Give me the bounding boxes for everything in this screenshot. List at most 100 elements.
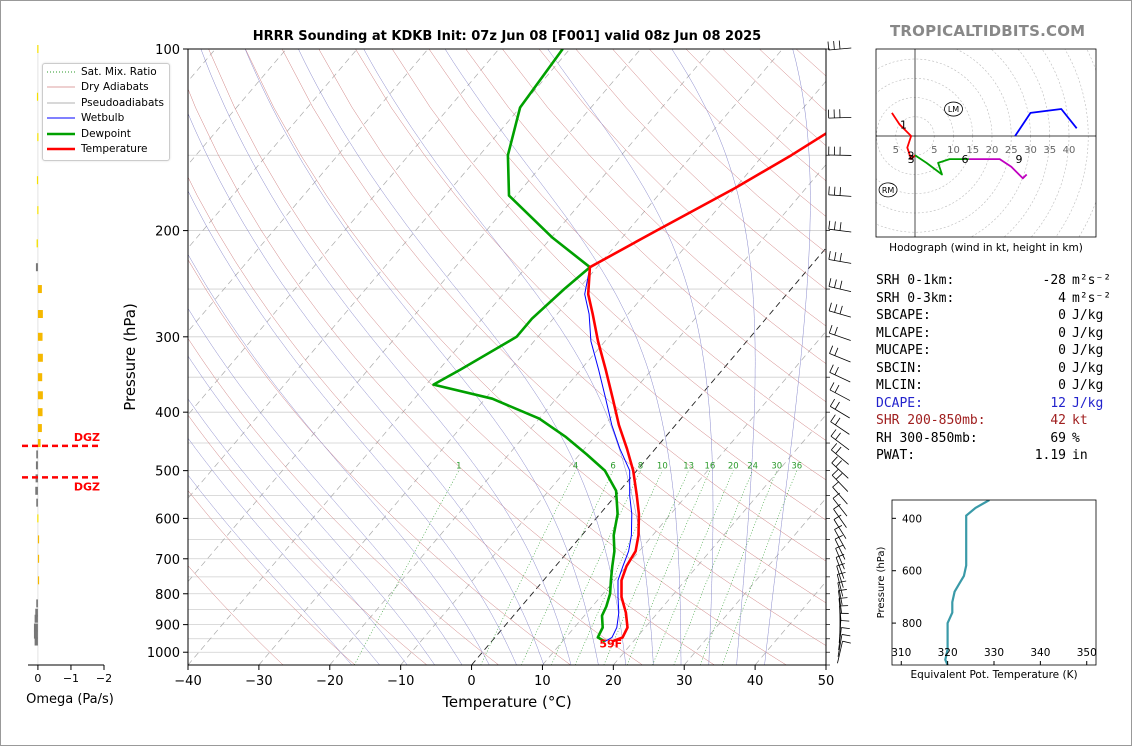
index-label: MLCIN:	[876, 378, 923, 393]
x-axis-label: Temperature (°C)	[441, 693, 571, 711]
wind-barb	[829, 398, 850, 419]
site-credit: TROPICALTIDBITS.COM	[890, 22, 1086, 40]
wind-barb	[828, 324, 851, 341]
barb-flag	[828, 278, 832, 287]
dry-adiabat	[245, 49, 826, 646]
barb-staff	[830, 435, 850, 451]
dry-adiabat	[188, 490, 356, 665]
surface-temp-label: 59F	[599, 638, 622, 651]
index-value: -28	[1042, 273, 1066, 288]
hodo-title: Hodograph (wind in kt, height in km)	[889, 242, 1083, 254]
mixing-ratio-line	[354, 470, 460, 665]
x-tick-label: −20	[316, 674, 343, 689]
wind-barb	[838, 589, 847, 614]
dry-adiabat	[208, 49, 787, 665]
index-unit: J/kg	[1072, 308, 1104, 323]
omega-bar	[36, 239, 38, 248]
omega-bar	[36, 450, 38, 459]
wind-barb	[837, 640, 851, 664]
barb-flag	[834, 366, 839, 375]
omega-bar	[37, 576, 40, 585]
barb-flag	[833, 221, 836, 230]
barb-flag	[833, 41, 835, 50]
omega-bar	[35, 461, 38, 470]
moist-adiabat	[188, 190, 517, 665]
wind-barb	[828, 251, 852, 264]
theta-e-x-label: Equivalent Pot. Temperature (K)	[910, 669, 1077, 681]
index-unit: J/kg	[1072, 395, 1104, 411]
theta-e-xtick-label: 310	[891, 647, 911, 659]
y-tick-label: 1000	[147, 646, 180, 661]
profile-dewpoint	[432, 49, 619, 643]
isotherm	[188, 49, 358, 249]
omega-tick-label: −2	[96, 672, 112, 685]
index-row: PWAT: 1.19 in	[876, 447, 1111, 465]
mixing-ratio-line	[574, 470, 663, 665]
wind-barb	[834, 525, 846, 550]
legend-item-temperature: Temperature	[43, 142, 169, 158]
barb-staff	[837, 641, 843, 664]
index-unit: kt	[1072, 413, 1088, 428]
isotherm	[188, 49, 641, 583]
legend-label: Dry Adiabats	[81, 81, 149, 94]
barb-flag	[841, 634, 851, 637]
theta-e-plot	[944, 500, 990, 665]
mixing-ratio-label: 1	[456, 462, 461, 472]
mixing-ratio-line	[551, 470, 641, 665]
dgz-label: DGZ	[74, 431, 100, 444]
theta-e-ytick-label: 400	[902, 513, 922, 525]
theta-e-xtick-label: 350	[1077, 647, 1097, 659]
legend-item-wetbulb: Wetbulb	[43, 111, 169, 127]
omega-bar	[35, 608, 38, 617]
skewt-plot: 1 4 6 8 10 13 16 20 24 30 36 59F	[188, 49, 826, 665]
y-tick-label: 100	[155, 43, 180, 58]
mixing-ratio-line	[721, 470, 797, 665]
index-value: 0	[1058, 308, 1066, 323]
hodo-ring-label: 40	[1063, 145, 1076, 156]
y-tick-label: 900	[155, 619, 180, 634]
barb-staff	[832, 486, 848, 505]
y-axis-label: Pressure (hPa)	[121, 303, 139, 411]
theta-e-ytick-label: 600	[902, 566, 922, 578]
mixing-ratio-label: 16	[705, 462, 716, 472]
hodo-ring-label: 5	[931, 145, 937, 156]
barb-staff	[831, 462, 849, 479]
legend-label: Dewpoint	[81, 127, 131, 140]
storm-motion-marker	[878, 182, 898, 198]
wind-barb	[828, 186, 852, 197]
x-tick-label: −10	[387, 674, 414, 689]
hodo-ring-label: 20	[986, 145, 999, 156]
y-tick-label: 700	[155, 553, 180, 568]
barb-staff	[835, 548, 845, 570]
hodo-ring-label: 15	[966, 145, 979, 156]
barb-flag	[835, 554, 845, 558]
barb-flag	[839, 222, 842, 231]
hodograph: 5 5 10 15 20 25 30 35 40 1 23 6 9 LM RM	[876, 49, 1096, 237]
barb-flag	[832, 481, 840, 488]
theta-e-frame	[891, 499, 1097, 666]
storm-motion-label: RM	[882, 186, 895, 195]
index-row: SHR 200-850mb: 42 kt	[876, 412, 1111, 430]
isotherm	[683, 497, 826, 665]
wind-barb	[827, 40, 852, 51]
hodo-ring-label: 30	[1024, 145, 1037, 156]
dry-adiabat	[188, 88, 715, 665]
dgz-label: DGZ	[74, 480, 100, 493]
omega-bar	[37, 45, 39, 53]
dry-adiabat	[188, 337, 499, 665]
index-label: DCAPE:	[876, 395, 923, 411]
moist-adiabat	[188, 112, 545, 665]
hodo-frame	[875, 48, 1097, 238]
y-tick-label: 300	[155, 331, 180, 346]
profile-temperature	[586, 131, 826, 643]
x-tick-label: 0	[467, 674, 475, 689]
barb-staff	[837, 634, 843, 657]
wind-barb	[832, 492, 848, 517]
mixing-ratio-label: 30	[771, 462, 782, 472]
index-label: PWAT:	[876, 448, 916, 463]
barb-staff	[829, 353, 851, 363]
omega-bar	[37, 373, 43, 382]
dry-adiabat	[538, 49, 826, 327]
barb-flag	[839, 146, 841, 156]
legend-item-moist: Pseudoadiabats	[43, 95, 169, 111]
